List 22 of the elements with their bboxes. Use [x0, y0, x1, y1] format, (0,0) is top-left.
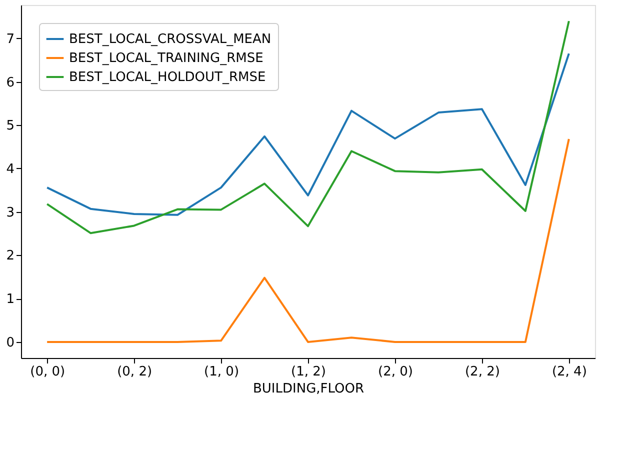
y-tick-label: 0 [6, 335, 14, 350]
x-tick-label: (2, 2) [464, 364, 500, 380]
y-tick-label: 6 [6, 75, 14, 90]
x-tick-label: (0, 0) [30, 364, 66, 380]
x-tick-label: (0, 2) [117, 364, 152, 380]
y-tick-label: 5 [6, 118, 14, 134]
legend-label: BEST_LOCAL_CROSSVAL_MEAN [69, 32, 272, 47]
legend-label: BEST_LOCAL_TRAINING_RMSE [69, 51, 264, 66]
x-tick-label: (1, 0) [204, 364, 240, 380]
x-tick-label: (2, 0) [378, 364, 413, 380]
x-tick-label: (2, 4) [552, 364, 587, 380]
y-tick-label: 2 [6, 248, 14, 264]
y-tick-label: 3 [6, 205, 14, 220]
legend-label: BEST_LOCAL_HOLDOUT_RMSE [69, 70, 266, 85]
x-axis-title: BUILDING,FLOOR [252, 382, 364, 396]
line-series [46, 138, 570, 343]
line-series [46, 20, 570, 234]
y-tick-label: 4 [6, 162, 14, 177]
line-series [46, 52, 570, 216]
y-tick-label: 7 [6, 32, 14, 47]
y-tick-label: 1 [6, 292, 14, 308]
x-tick-label: (1, 2) [291, 364, 326, 380]
